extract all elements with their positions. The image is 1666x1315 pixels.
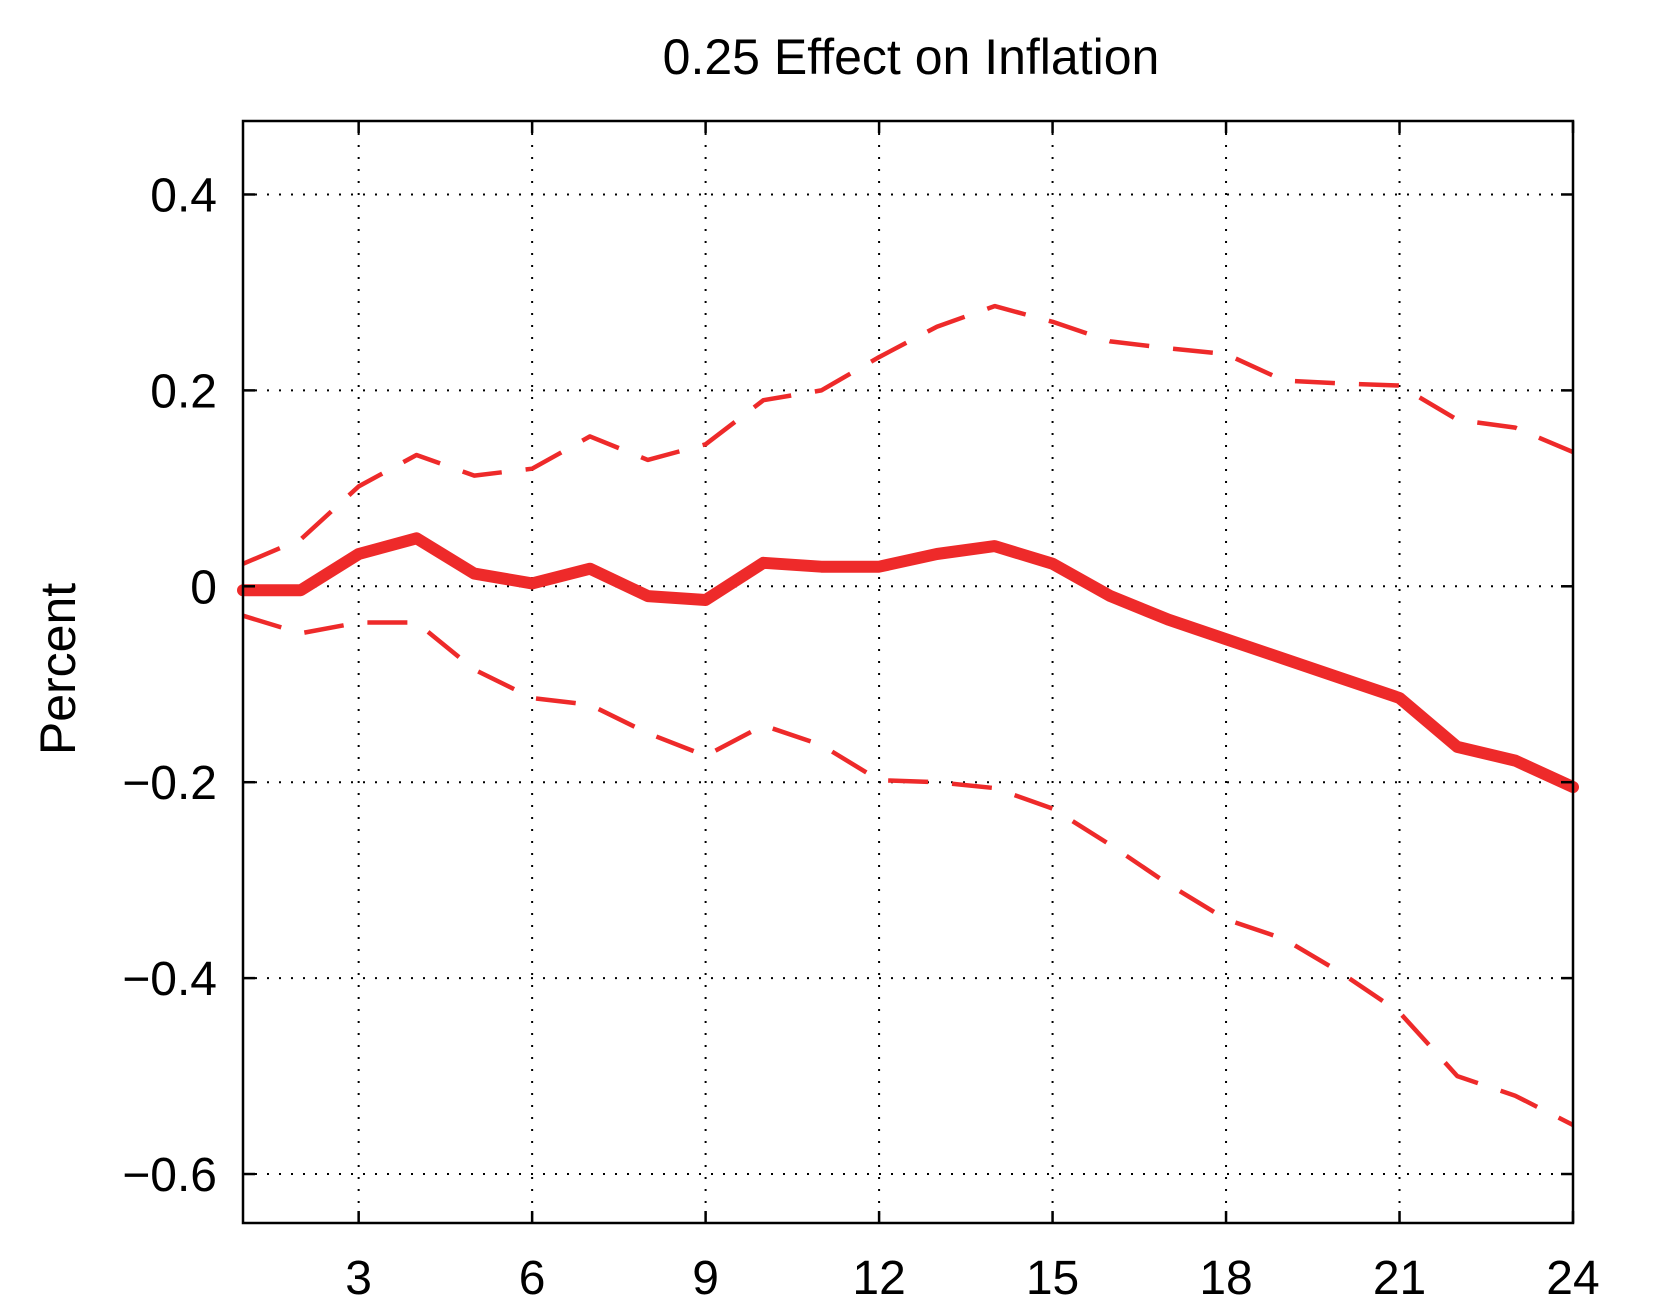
y-tick-label: 0.2 [150, 365, 217, 418]
x-tick-label: 12 [852, 1252, 905, 1305]
y-axis-label: Percent [30, 583, 86, 755]
y-tick-label: 0.4 [150, 169, 217, 222]
y-tick-labels: −0.6 −0.4 −0.2 0 0.2 0.4 [122, 169, 217, 1202]
upper-band-line [242, 303, 1574, 566]
series-layer [237, 303, 1579, 1128]
y-tick-label: 0 [190, 561, 217, 614]
y-tick-label: −0.6 [122, 1149, 217, 1202]
axis-ticks [243, 121, 1575, 1223]
x-tick-label: 18 [1199, 1252, 1252, 1305]
x-tick-labels: 3 6 9 12 15 18 21 24 [345, 1252, 1599, 1305]
plot-frame [241, 119, 1575, 1225]
x-tick-label: 21 [1373, 1252, 1426, 1305]
chart-title: 0.25 Effect on Inflation [663, 29, 1160, 85]
x-tick-label: 3 [345, 1252, 372, 1305]
y-tick-label: −0.4 [122, 953, 217, 1006]
y-tick-label: −0.2 [122, 757, 217, 810]
effect-line [237, 532, 1579, 794]
x-tick-label: 9 [692, 1252, 719, 1305]
lower-band-line [242, 613, 1575, 1128]
grid-lines [243, 121, 1573, 1223]
x-tick-label: 15 [1026, 1252, 1079, 1305]
x-tick-label: 6 [519, 1252, 546, 1305]
x-tick-label: 24 [1546, 1252, 1599, 1305]
